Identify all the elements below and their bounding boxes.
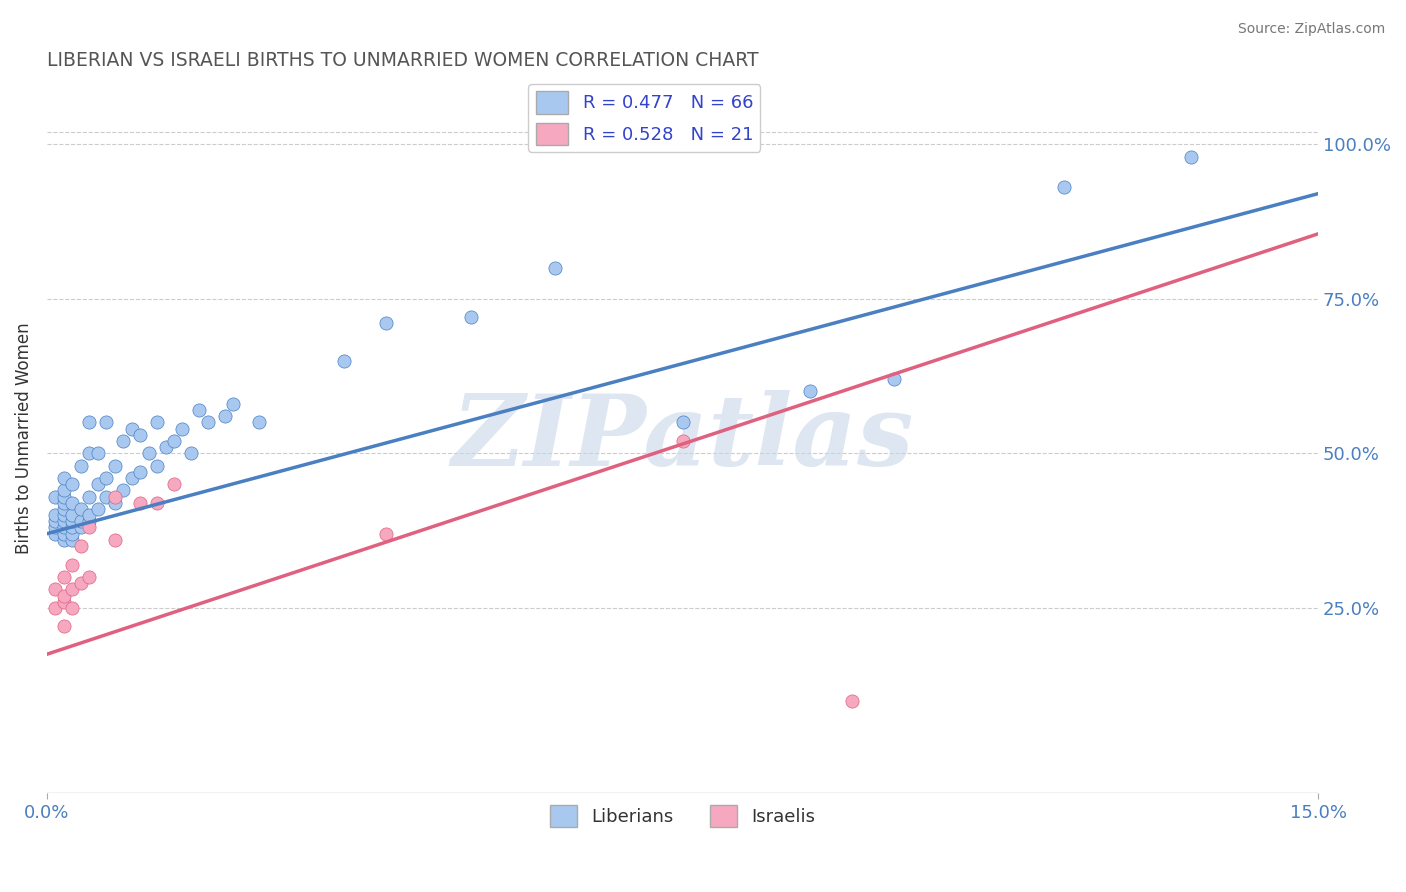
Point (163, 434, 186, 448)
Point (112, 434, 135, 448)
Point (69, 520, 91, 534)
Point (77, 570, 100, 584)
Point (163, 477, 186, 491)
Point (180, 446, 202, 460)
Point (172, 421, 194, 435)
Point (77, 490, 100, 504)
Point (52, 520, 75, 534)
Point (52, 619, 75, 633)
Point (52, 483, 75, 498)
Point (52, 471, 75, 485)
Point (96, 471, 118, 485)
Point (60, 558, 83, 572)
Point (1180, 149, 1202, 163)
Point (222, 397, 245, 411)
Point (52, 526, 75, 541)
Point (77, 508, 100, 523)
Point (52, 589, 75, 603)
Point (60, 582, 83, 597)
Point (460, 310, 482, 325)
Point (87, 446, 110, 460)
Point (52, 595, 75, 609)
Point (799, 384, 821, 399)
Y-axis label: Births to Unmarried Women: Births to Unmarried Women (15, 322, 32, 554)
Point (146, 458, 169, 473)
Point (69, 576, 91, 591)
Point (77, 416, 100, 430)
Point (44, 508, 66, 523)
Point (44, 600, 66, 615)
Point (129, 496, 152, 510)
Point (374, 317, 396, 331)
Point (44, 526, 66, 541)
Point (52, 502, 75, 516)
Point (44, 582, 66, 597)
Point (197, 416, 219, 430)
Point (52, 570, 75, 584)
Point (121, 471, 143, 485)
Text: ZIPatlas: ZIPatlas (451, 390, 914, 486)
Point (52, 514, 75, 528)
Point (69, 539, 91, 553)
Point (87, 502, 110, 516)
Point (96, 490, 118, 504)
Point (77, 520, 100, 534)
Point (112, 483, 135, 498)
Point (1053, 180, 1076, 194)
Point (52, 490, 75, 504)
Point (60, 520, 83, 534)
Point (52, 496, 75, 510)
Point (129, 427, 152, 442)
Point (44, 514, 66, 528)
Point (77, 446, 100, 460)
Point (69, 458, 91, 473)
Point (138, 446, 160, 460)
Point (60, 600, 83, 615)
Point (188, 403, 211, 417)
Point (52, 508, 75, 523)
Point (104, 458, 127, 473)
Point (69, 514, 91, 528)
Point (146, 496, 169, 510)
Text: Source: ZipAtlas.com: Source: ZipAtlas.com (1237, 22, 1385, 37)
Point (69, 502, 91, 516)
Point (44, 490, 66, 504)
Point (104, 490, 127, 504)
Point (60, 477, 83, 491)
Point (96, 416, 118, 430)
Point (60, 508, 83, 523)
Point (214, 409, 236, 424)
Point (60, 526, 83, 541)
Point (121, 421, 143, 435)
Point (332, 353, 354, 368)
Point (129, 465, 152, 479)
Point (841, 693, 863, 707)
Point (60, 533, 83, 547)
Point (60, 496, 83, 510)
Point (247, 416, 270, 430)
Point (883, 372, 905, 386)
Text: LIBERIAN VS ISRAELI BIRTHS TO UNMARRIED WOMEN CORRELATION CHART: LIBERIAN VS ISRAELI BIRTHS TO UNMARRIED … (46, 51, 758, 70)
Point (104, 533, 127, 547)
Point (544, 260, 567, 275)
Legend: Liberians, Israelis: Liberians, Israelis (543, 797, 823, 834)
Point (44, 520, 66, 534)
Point (374, 526, 396, 541)
Point (104, 496, 127, 510)
Point (155, 440, 177, 454)
Point (87, 477, 110, 491)
Point (671, 434, 693, 448)
Point (52, 533, 75, 547)
Point (77, 514, 100, 528)
Point (146, 416, 169, 430)
Point (671, 416, 693, 430)
Point (60, 514, 83, 528)
